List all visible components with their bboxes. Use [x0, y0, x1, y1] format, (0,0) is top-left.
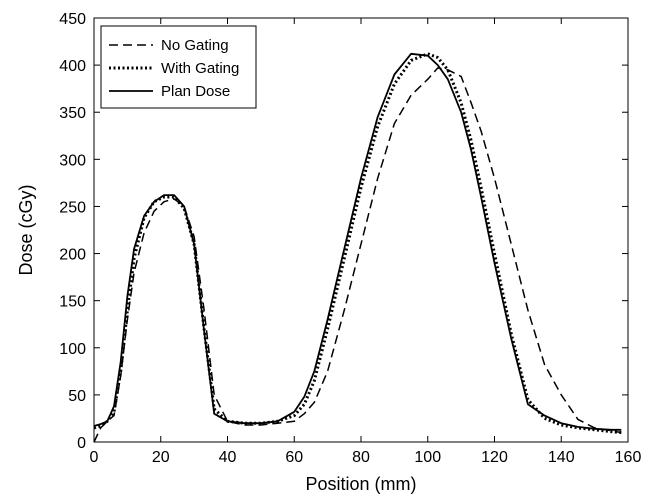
- axis-tick-labels: 0 20 40 60 80 100 120 140 160 0 50 100 150 200 250 300 3…: [59, 11, 641, 466]
- y-tick-label: 0: [77, 435, 86, 452]
- axis-ticks: [93, 17, 629, 443]
- x-tick-label: 40: [219, 449, 237, 466]
- series-layer: [93, 52, 622, 443]
- x-tick-label: 0: [90, 449, 99, 466]
- y-tick-label: 250: [59, 199, 86, 216]
- series-line-with-gating: [93, 52, 622, 435]
- x-tick-label: 80: [352, 449, 370, 466]
- legend-box: [100, 25, 257, 109]
- x-tick-label: 160: [615, 449, 642, 466]
- y-tick-label: 100: [59, 341, 86, 358]
- y-tick-label: 350: [59, 105, 86, 122]
- y-tick-label: 300: [59, 152, 86, 169]
- y-tick-label: 200: [59, 247, 86, 264]
- x-tick-label: 120: [481, 449, 508, 466]
- legend-label-no-gating: No Gating: [161, 37, 229, 54]
- x-tick-label: 100: [414, 449, 441, 466]
- y-tick-label: 400: [59, 58, 86, 75]
- y-axis-label: Dose (cGy): [16, 184, 36, 275]
- series-line-no-gating: [93, 67, 622, 443]
- y-tick-label: 50: [68, 388, 86, 405]
- x-tick-label: 60: [285, 449, 303, 466]
- series-line-plan-dose: [93, 52, 622, 431]
- legend-label-with-gating: With Gating: [161, 60, 239, 77]
- x-axis-label: Position (mm): [305, 474, 416, 494]
- y-tick-label: 450: [59, 11, 86, 28]
- x-tick-label: 20: [152, 449, 170, 466]
- y-tick-label: 150: [59, 294, 86, 311]
- x-tick-label: 140: [548, 449, 575, 466]
- legend-label-plan-dose: Plan Dose: [161, 83, 230, 100]
- legend: No Gating With Gating Plan Dose: [100, 25, 257, 109]
